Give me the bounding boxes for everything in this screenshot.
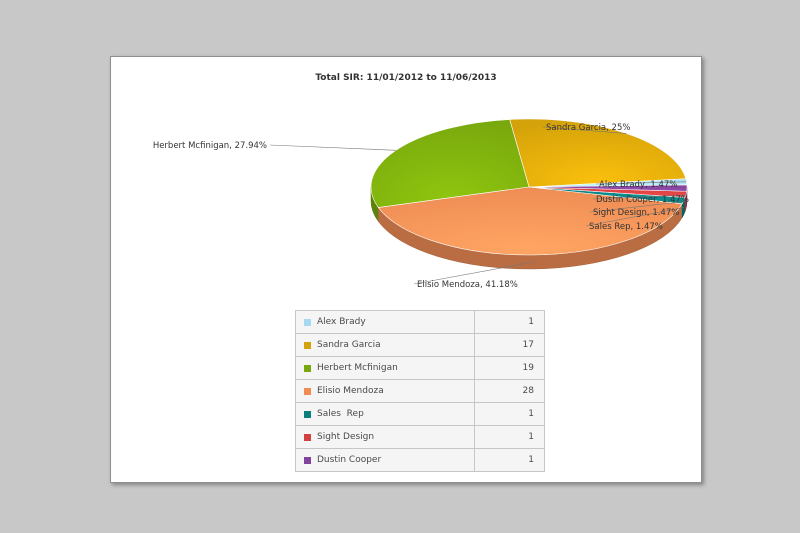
legend-value: 1 <box>474 426 544 448</box>
legend-row[interactable]: Dustin Cooper 1 <box>296 448 544 471</box>
pie-leader-line <box>413 261 534 285</box>
legend-label: Sandra Garcia <box>317 340 381 350</box>
legend-label: Dustin Cooper <box>317 455 382 465</box>
legend-label: Elisio Mendoza <box>317 386 384 396</box>
pie-leader-line <box>269 144 397 151</box>
legend-row[interactable]: Sales Rep 1 <box>296 402 544 425</box>
legend-value: 1 <box>474 403 544 425</box>
legend-swatch <box>304 410 311 418</box>
pie-slice[interactable] <box>528 184 688 192</box>
legend-value: 1 <box>474 449 544 471</box>
pie-leader-line <box>595 181 687 185</box>
pie-slice[interactable] <box>370 119 530 208</box>
pie-leader-line <box>592 194 687 200</box>
pie-data-label: Sales Rep, 1.47% <box>589 222 663 232</box>
legend-row[interactable]: Alex Brady 1 <box>296 311 544 333</box>
legend-value: 28 <box>474 380 544 402</box>
legend-row[interactable]: Herbert Mcfinigan 19 <box>296 356 544 379</box>
pie-leader-line <box>589 201 687 213</box>
legend-row[interactable]: Sandra Garcia 17 <box>296 333 544 356</box>
legend-row[interactable]: Elisio Mendoza 28 <box>296 379 544 402</box>
chart-title: Total SIR: 11/01/2012 to 11/06/2013 <box>315 73 497 83</box>
pie-slice[interactable] <box>377 186 683 256</box>
legend-value: 17 <box>474 334 544 356</box>
chart-panel: Total SIR: 11/01/2012 to 11/06/2013 Alex… <box>110 56 702 483</box>
chart-legend: Alex Brady 1 Sandra Garcia 17 Herbert Mcfini… <box>295 310 545 472</box>
pie-data-label: Sandra Garcia, 25% <box>546 123 630 133</box>
legend-label: Sales Rep <box>317 409 364 419</box>
legend-row[interactable]: Sight Design 1 <box>296 425 544 448</box>
legend-swatch <box>304 318 311 326</box>
pie-slice[interactable] <box>509 118 687 188</box>
pie-data-label: Herbert Mcfinigan, 27.94% <box>153 141 267 151</box>
legend-label: Herbert Mcfinigan <box>317 363 398 373</box>
pie-data-label: Dustin Cooper, 1.47% <box>596 195 689 205</box>
legend-value: 19 <box>474 357 544 379</box>
pie-data-label: Elisio Mendoza, 41.18% <box>417 280 518 290</box>
legend-value: 1 <box>474 311 544 333</box>
pie-chart: Alex Brady, 1.47% Sandra Garcia, 25% Herbe… <box>153 118 689 290</box>
legend-swatch <box>304 387 311 395</box>
legend-swatch <box>304 341 311 349</box>
legend-swatch <box>304 364 311 372</box>
pie-data-label: Sight Design, 1.47% <box>593 208 679 218</box>
pie-leader-line <box>585 207 684 227</box>
pie-data-label: Alex Brady, 1.47% <box>599 180 677 190</box>
pie-leader-line <box>542 126 627 134</box>
legend-label: Sight Design <box>317 432 375 442</box>
legend-swatch <box>304 456 311 464</box>
legend-label: Alex Brady <box>317 317 366 327</box>
legend-swatch <box>304 433 311 441</box>
